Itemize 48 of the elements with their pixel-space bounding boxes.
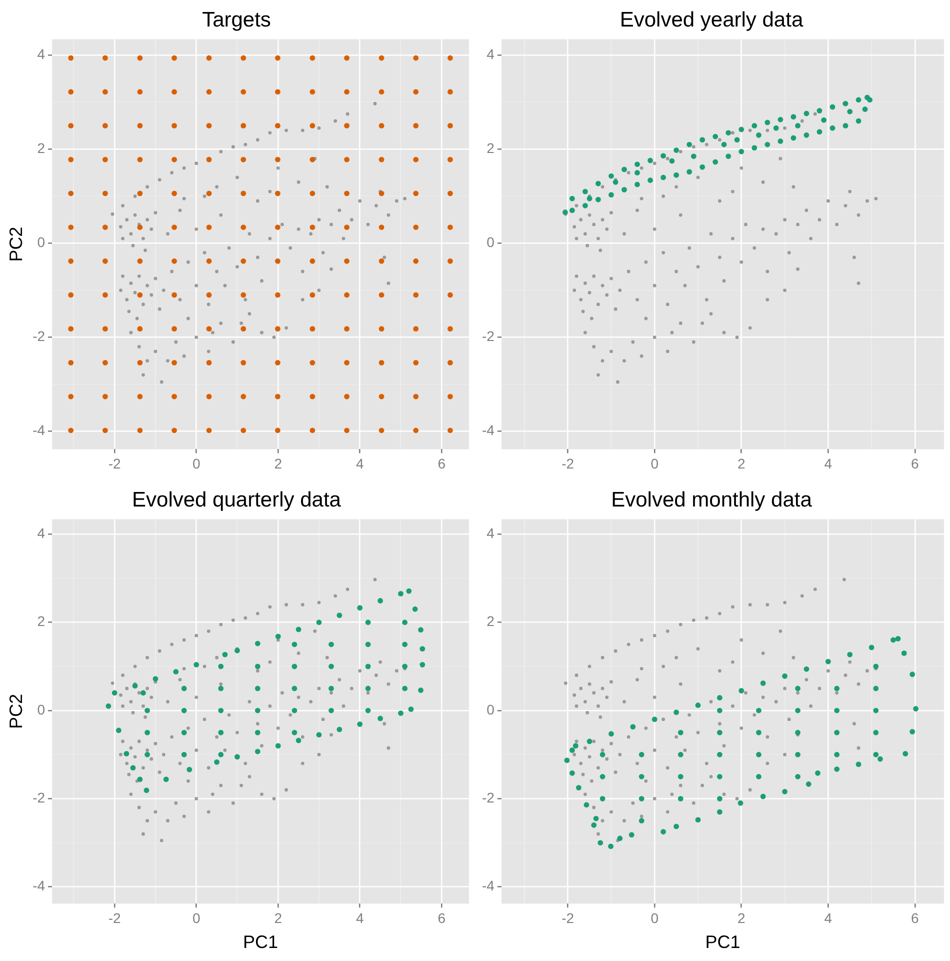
x-tick-label: 0 — [192, 910, 200, 926]
y-tick-label: -2 — [32, 790, 46, 806]
x-tick-label: 2 — [737, 455, 746, 472]
y-tick-label: 4 — [37, 46, 46, 62]
y-tick-label: 0 — [486, 234, 495, 250]
x-tick-label: 2 — [274, 910, 282, 926]
x-tick-label: -2 — [562, 910, 574, 926]
y-axis-title: PC2 — [6, 226, 26, 262]
x-tick-label: 4 — [356, 455, 364, 472]
y-tick-label: -2 — [482, 328, 495, 344]
x-axis-title: PC1 — [705, 932, 740, 952]
y-tick-label: 2 — [37, 613, 46, 630]
y-tick-label: 0 — [37, 234, 46, 250]
y-tick-label: 2 — [486, 613, 495, 630]
chart-title: Evolved monthly data — [611, 488, 812, 512]
y-tick-label: 2 — [486, 140, 495, 156]
x-tick-label: 0 — [650, 455, 659, 472]
chart-title: Targets — [202, 8, 271, 32]
x-tick-label: 0 — [650, 910, 659, 926]
x-tick-label: -2 — [108, 455, 122, 472]
x-tick-label: 4 — [824, 455, 832, 472]
y-axis-title: PC2 — [6, 694, 26, 729]
y-tick-label: -4 — [482, 878, 495, 894]
chart-title: Evolved quarterly data — [132, 488, 342, 512]
y-tick-label: -2 — [32, 328, 46, 344]
x-tick-label: -2 — [108, 910, 122, 926]
y-tick-label: 2 — [37, 140, 46, 156]
chart-title: Evolved yearly data — [620, 8, 804, 32]
y-tick-label: -4 — [32, 878, 46, 894]
x-tick-label: 6 — [438, 455, 446, 472]
y-tick-label: -4 — [32, 422, 46, 438]
x-tick-label: 4 — [356, 910, 364, 926]
y-tick-label: -4 — [482, 422, 495, 438]
y-tick-label: -2 — [482, 790, 495, 806]
x-axis-title: PC1 — [243, 932, 278, 952]
x-tick-label: 6 — [911, 455, 920, 472]
x-tick-label: 4 — [824, 910, 832, 926]
x-tick-label: 6 — [911, 910, 920, 926]
x-tick-label: 6 — [438, 910, 446, 926]
x-tick-label: 2 — [737, 910, 746, 926]
x-tick-label: -2 — [562, 455, 574, 472]
y-tick-label: 0 — [486, 701, 495, 718]
y-tick-label: 4 — [37, 525, 46, 542]
y-tick-label: 4 — [486, 525, 495, 542]
y-tick-label: 0 — [37, 701, 46, 718]
x-tick-label: 2 — [274, 455, 282, 472]
y-tick-label: 4 — [486, 46, 495, 62]
x-tick-label: 0 — [192, 455, 200, 472]
